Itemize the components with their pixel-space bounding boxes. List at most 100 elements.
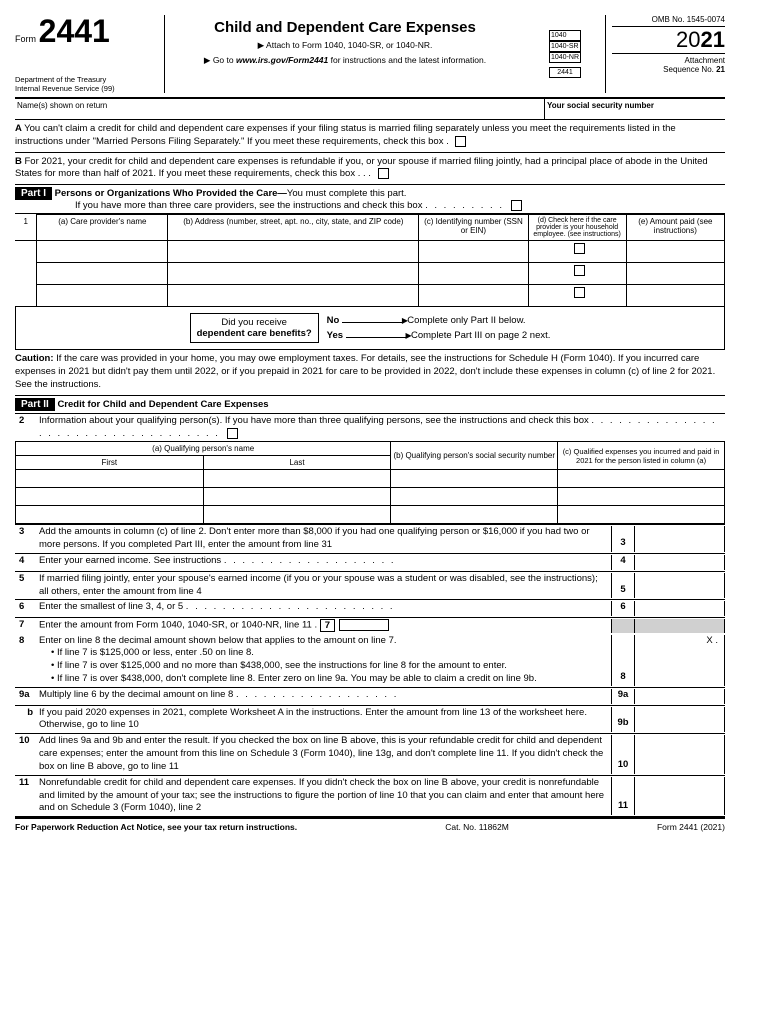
checkbox-d1[interactable] <box>574 243 585 254</box>
checkbox-d3[interactable] <box>574 287 585 298</box>
l9b-text: If you paid 2020 expenses in 2021, compl… <box>39 707 611 733</box>
block-b: B For 2021, your credit for child and de… <box>15 153 725 186</box>
l7-inline-box[interactable] <box>339 619 389 631</box>
form-title: Child and Dependent Care Expenses <box>173 19 517 36</box>
l5-val[interactable] <box>635 573 725 599</box>
l9a-text: Multiply line 6 by the decimal amount on… <box>39 689 611 702</box>
arrow-icon <box>342 322 402 323</box>
benefits-q1: Did you receive <box>221 317 286 328</box>
l5-num: 5 <box>15 573 39 586</box>
caution-block: Caution: If the care was provided in you… <box>15 350 725 395</box>
provider-row[interactable] <box>15 263 725 285</box>
block-a-text: You can't claim a credit for child and d… <box>15 123 676 147</box>
l9a-num: 9a <box>15 689 39 702</box>
q-col-c: (c) Qualified expenses you incurred and … <box>558 442 725 470</box>
form-word: Form <box>15 34 36 44</box>
l8-box: 8 <box>611 635 635 686</box>
part1-title: Persons or Organizations Who Provided th… <box>55 188 287 199</box>
q-first: First <box>16 456 204 470</box>
l4-box: 4 <box>611 555 635 570</box>
ssn-field-label[interactable]: Your social security number <box>545 99 725 119</box>
l5-box: 5 <box>611 573 635 599</box>
dots: . . . . . . . . . <box>425 200 504 211</box>
line-9a: 9a Multiply line 6 by the decimal amount… <box>15 688 725 706</box>
line-5: 5 If married filing jointly, enter your … <box>15 572 725 601</box>
qualifying-table: (a) Qualifying person's name (b) Qualify… <box>15 441 725 524</box>
qualifying-row[interactable] <box>16 506 725 524</box>
l10-box: 10 <box>611 735 635 773</box>
l9b-box: 9b <box>611 707 635 733</box>
l8-text: Enter on line 8 the decimal amount shown… <box>39 635 611 686</box>
attach-label1: Attachment <box>685 56 725 65</box>
benefits-qbox: Did you receive dependent care benefits? <box>190 313 319 343</box>
l7-text: Enter the amount from Form 1040, 1040-SR… <box>39 619 611 632</box>
l6-val[interactable] <box>635 601 725 616</box>
qualifying-row[interactable] <box>16 470 725 488</box>
name-field-label[interactable]: Name(s) shown on return <box>15 99 545 119</box>
page-footer: For Paperwork Reduction Act Notice, see … <box>15 817 725 832</box>
provider-row[interactable] <box>15 241 725 263</box>
l5-text: If married filing jointly, enter your sp… <box>39 573 611 599</box>
line-10: 10 Add lines 9a and 9b and enter the res… <box>15 734 725 775</box>
header-right: OMB No. 1545-0074 2021 Attachment Sequen… <box>605 15 725 93</box>
l4-text: Enter your earned income. See instructio… <box>39 555 611 568</box>
l8-num: 8 <box>15 635 39 648</box>
part1-sub: If you have more than three care provide… <box>75 200 422 211</box>
l10-val[interactable] <box>635 735 725 773</box>
part1-title-bold: Persons or Organizations Who Provided th… <box>55 188 287 199</box>
q-col-b: (b) Qualifying person's social security … <box>391 442 558 470</box>
checkbox-line2[interactable] <box>227 428 238 439</box>
l3-val[interactable] <box>635 526 725 552</box>
l8-b1: • If line 7 is $125,000 or less, enter .… <box>39 647 607 660</box>
diagram-1040sr: 1040-SR <box>549 41 581 52</box>
line-3: 3 Add the amounts in column (c) of line … <box>15 525 725 554</box>
l11-num: 11 <box>15 777 39 790</box>
tax-year: 2021 <box>612 27 725 53</box>
l8-b3: • If line 7 is over $438,000, don't comp… <box>39 673 607 686</box>
qualifying-row[interactable] <box>16 488 725 506</box>
footer-center: Cat. No. 11862M <box>445 822 509 832</box>
l11-text: Nonrefundable credit for child and depen… <box>39 777 611 815</box>
l4-num: 4 <box>15 555 39 568</box>
l9a-box: 9a <box>611 689 635 704</box>
diagram-1040: 1040 <box>549 30 581 41</box>
l4-val[interactable] <box>635 555 725 570</box>
l11-val[interactable] <box>635 777 725 815</box>
lead-b: B <box>15 156 25 167</box>
block-b-text: For 2021, your credit for child and depe… <box>15 156 708 180</box>
line-4: 4 Enter your earned income. See instruct… <box>15 554 725 572</box>
sub2-c: for instructions and the latest informat… <box>328 55 486 65</box>
part2-label: Part II <box>15 398 55 411</box>
benefits-q2: dependent care benefits? <box>197 328 312 339</box>
l9a-val[interactable] <box>635 689 725 704</box>
checkbox-d2[interactable] <box>574 265 585 276</box>
checkbox-b[interactable] <box>378 168 389 179</box>
l8-val[interactable]: X . <box>635 635 725 686</box>
l9b-val[interactable] <box>635 707 725 733</box>
attach-num: 21 <box>716 65 725 74</box>
part1-header-row: Part I Persons or Organizations Who Prov… <box>15 185 725 214</box>
line2-text: Information about your qualifying person… <box>39 415 589 426</box>
l7-val-gray <box>635 619 725 632</box>
arrow-icon <box>346 337 406 338</box>
benefits-no-text: Complete only Part II below. <box>407 315 525 326</box>
subtitle-1: ▶ Attach to Form 1040, 1040-SR, or 1040-… <box>173 40 517 51</box>
checkbox-part1[interactable] <box>511 200 522 211</box>
provider-row[interactable] <box>15 285 725 307</box>
part1-label: Part I <box>15 187 52 200</box>
subtitle-2: ▶ Go to www.irs.gov/Form2441 for instruc… <box>173 55 517 66</box>
providers-table: 1 (a) Care provider's name (b) Address (… <box>15 214 725 307</box>
checkbox-a[interactable] <box>455 136 466 147</box>
year-prefix: 20 <box>676 27 700 52</box>
name-ssn-row: Name(s) shown on return Your social secu… <box>15 99 725 120</box>
l3-box: 3 <box>611 526 635 552</box>
col-a-header: (a) Care provider's name <box>37 215 168 241</box>
lead-a: A <box>15 123 24 134</box>
sub2-url: www.irs.gov/Form2441 <box>236 55 328 65</box>
attachment-seq: Attachment Sequence No. 21 <box>612 53 725 74</box>
diagram-2441: 2441 <box>549 67 581 78</box>
form-number: 2441 <box>39 13 110 49</box>
block-a: A You can't claim a credit for child and… <box>15 120 725 153</box>
col-c-header: (c) Identifying number (SSN or EIN) <box>419 215 528 241</box>
l7-inline-box-label: 7 <box>320 619 335 632</box>
